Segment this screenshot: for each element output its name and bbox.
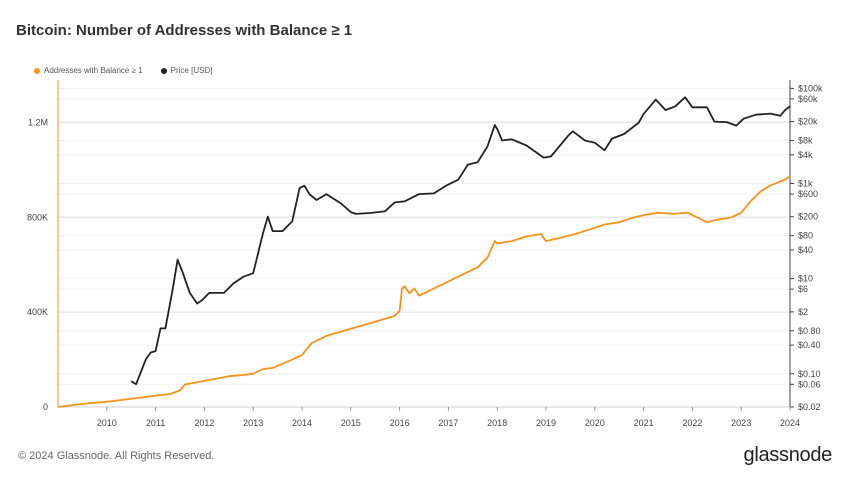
x-tick-label: 2019 (536, 418, 556, 428)
x-tick-label: 2024 (780, 418, 800, 428)
chart-grid (58, 87, 790, 408)
left-tick-label: 1.2M (28, 118, 48, 128)
x-tick-label: 2022 (682, 418, 702, 428)
series-line-addresses (57, 175, 791, 408)
chart-axes (57, 80, 794, 411)
x-tick-label: 2010 (97, 418, 117, 428)
x-tick-label: 2016 (390, 418, 410, 428)
right-tick-label: $0.02 (798, 402, 821, 412)
x-tick-label: 2021 (634, 418, 654, 428)
right-tick-label: $600 (798, 189, 818, 199)
left-tick-label: 800K (27, 212, 48, 222)
legend-item-price[interactable]: Price [USD] (160, 66, 213, 75)
right-tick-label: $0.40 (798, 340, 821, 350)
right-tick-label: $4k (798, 150, 813, 160)
right-tick-label: $10 (798, 274, 813, 284)
chart-tick-labels: 0 400K 800K 1.2M $100k$60k $20k $8k $4k $1k$600 $… (27, 83, 823, 428)
right-tick-label: $100k (798, 83, 823, 93)
x-tick-label: 2013 (243, 418, 263, 428)
right-tick-label: $60k (798, 94, 818, 104)
right-tick-label: $80 (798, 231, 813, 241)
chart-series (57, 96, 791, 408)
x-tick-label: 2014 (292, 418, 312, 428)
right-tick-label: $2 (798, 307, 808, 317)
legend-item-addresses[interactable]: Addresses with Balance ≥ 1 (34, 66, 143, 75)
right-tick-label: $0.06 (798, 379, 821, 389)
right-tick-label: $1k (798, 179, 813, 189)
right-tick-label: $6 (798, 284, 808, 294)
legend-label-addresses: Addresses with Balance ≥ 1 (44, 66, 143, 75)
x-tick-label: 2018 (487, 418, 507, 428)
chart-title: Bitcoin: Number of Addresses with Balanc… (16, 22, 353, 39)
right-tick-label: $8k (798, 136, 813, 146)
right-tick-label: $0.80 (798, 326, 821, 336)
x-tick-label: 2012 (194, 418, 214, 428)
legend-swatch-price (160, 67, 167, 74)
right-tick-label: $0.10 (798, 369, 821, 379)
right-tick-label: $200 (798, 212, 818, 222)
series-line-price (130, 96, 791, 386)
x-tick-label: 2011 (146, 418, 165, 428)
x-tick-label: 2023 (731, 418, 751, 428)
glassnode-logo[interactable]: glassnode (743, 444, 833, 466)
legend-swatch-addresses (34, 67, 40, 74)
copyright-text: © 2024 Glassnode. All Rights Reserved. (18, 450, 215, 462)
left-tick-label: 400K (27, 307, 48, 317)
right-tick-label: $20k (798, 117, 818, 127)
legend: Addresses with Balance ≥ 1 Price [USD] (34, 66, 212, 75)
x-tick-label: 2020 (585, 418, 605, 428)
x-tick-label: 2015 (341, 418, 361, 428)
legend-label-price: Price [USD] (170, 66, 213, 75)
right-tick-label: $40 (798, 245, 813, 255)
x-tick-label: 2017 (438, 418, 458, 428)
left-tick-label: 0 (43, 402, 48, 412)
